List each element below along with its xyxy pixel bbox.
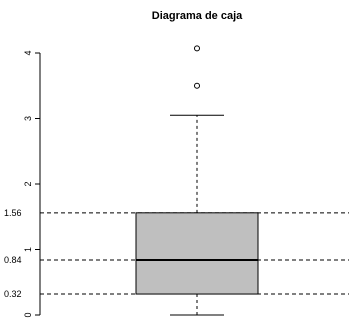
reference-line-label: 0.84 bbox=[4, 255, 22, 265]
reference-line-label: 1.56 bbox=[4, 208, 22, 218]
reference-line-label: 0.32 bbox=[4, 289, 22, 299]
y-axis: 0 1 2 3 4 bbox=[23, 50, 41, 318]
y-tick-label: 2 bbox=[23, 181, 33, 186]
box-plot bbox=[135, 45, 259, 316]
outlier-point bbox=[194, 82, 200, 89]
y-tick-label: 4 bbox=[23, 50, 33, 55]
y-tick-label: 3 bbox=[23, 116, 33, 121]
interquartile-box bbox=[135, 212, 259, 295]
y-tick-label: 1 bbox=[23, 247, 33, 252]
outlier-point bbox=[194, 45, 200, 52]
y-tick-label: 0 bbox=[23, 312, 33, 317]
chart-title: Diagrama de caja bbox=[152, 10, 243, 22]
